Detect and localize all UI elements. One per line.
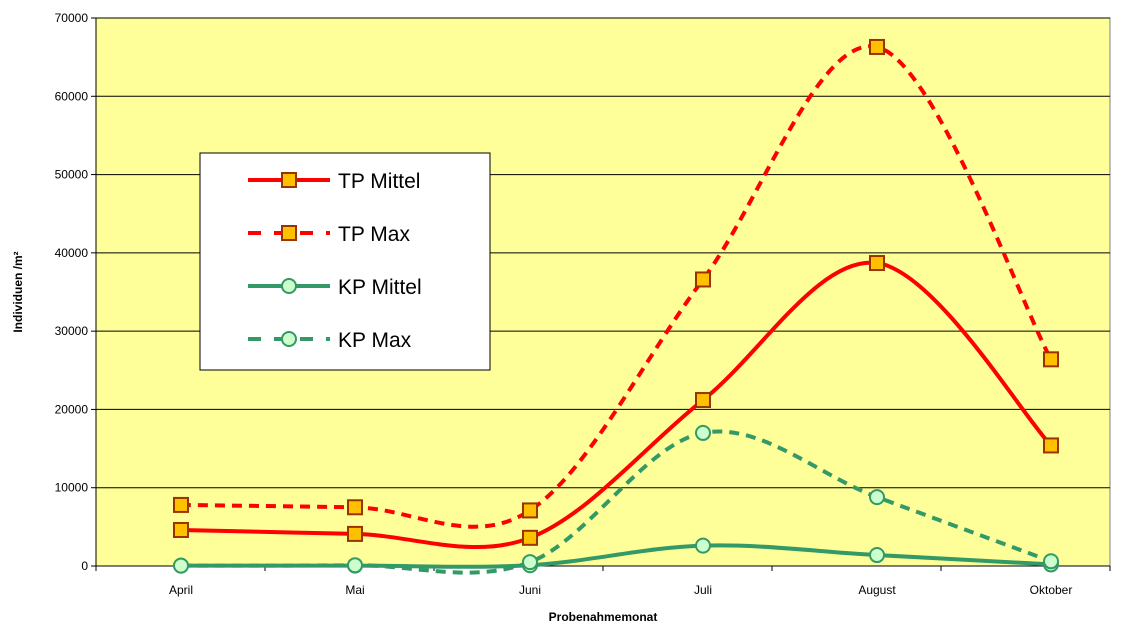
data-point-tp-mittel — [695, 392, 711, 409]
x-axis: April Mai Juni Juli August Oktober — [95, 565, 1111, 597]
legend: TP Mittel TP Max KP Mittel KP Max — [199, 152, 491, 371]
x-axis-title: Probenahmemonat — [549, 610, 658, 624]
data-point-kp-max — [173, 557, 189, 574]
legend-label: KP Max — [338, 329, 412, 352]
legend-marker — [281, 278, 297, 294]
series-line-kp-mittel — [180, 543, 1052, 569]
x-tick-label: Juli — [694, 583, 712, 597]
y-axis: 0 10000 20000 30000 40000 50000 60000 70000 — [55, 11, 97, 573]
data-point-tp-max — [869, 38, 885, 55]
series-tp-mittel — [173, 255, 1059, 550]
data-point-tp-mittel — [522, 529, 538, 546]
x-tick-label: August — [858, 583, 896, 597]
y-axis-title: Individuen /m² — [11, 251, 25, 332]
data-point-tp-mittel — [173, 521, 189, 538]
x-tick-label: Mai — [345, 583, 364, 597]
y-tick-label: 30000 — [55, 324, 89, 338]
series-layer — [173, 38, 1059, 575]
legend-label: TP Mittel — [338, 170, 420, 193]
series-line-kp-max — [180, 429, 1052, 575]
data-point-kp-max — [1043, 553, 1059, 570]
legend-item-tp-max: TP Max — [248, 223, 410, 246]
legend-box — [199, 152, 491, 371]
data-point-tp-max — [347, 499, 363, 516]
data-point-kp-max — [347, 557, 363, 574]
series-kp-max — [173, 424, 1059, 575]
y-tick-label: 70000 — [55, 11, 89, 25]
data-point-kp-mittel — [695, 537, 711, 554]
data-point-tp-max — [522, 502, 538, 519]
legend-item-tp-mittel: TP Mittel — [248, 170, 420, 193]
data-point-kp-max — [695, 424, 711, 441]
data-point-kp-max — [869, 489, 885, 506]
data-point-kp-mittel — [869, 547, 885, 564]
series-tp-max — [173, 38, 1059, 529]
y-tick-label: 10000 — [55, 481, 89, 495]
legend-label: TP Max — [338, 223, 410, 246]
legend-marker — [281, 225, 297, 241]
y-tick-label: 50000 — [55, 168, 89, 182]
data-point-tp-max — [695, 271, 711, 288]
y-tick-label: 0 — [81, 559, 88, 573]
data-point-tp-mittel — [347, 525, 363, 542]
x-tick-label: Oktober — [1030, 583, 1073, 597]
y-tick-label: 40000 — [55, 246, 89, 260]
data-point-tp-max — [1043, 351, 1059, 368]
data-point-tp-mittel — [869, 255, 885, 272]
data-point-tp-max — [173, 496, 189, 513]
legend-item-kp-mittel: KP Mittel — [248, 276, 422, 299]
data-point-tp-mittel — [1043, 437, 1059, 454]
legend-label: KP Mittel — [338, 276, 422, 299]
y-tick-label: 20000 — [55, 402, 89, 416]
legend-marker — [281, 172, 297, 188]
y-tick-label: 60000 — [55, 89, 89, 103]
data-point-kp-max — [522, 554, 538, 571]
legend-marker — [281, 331, 297, 347]
legend-item-kp-max: KP Max — [248, 329, 412, 352]
x-tick-label: Juni — [519, 583, 541, 597]
x-tick-label: April — [169, 583, 193, 597]
